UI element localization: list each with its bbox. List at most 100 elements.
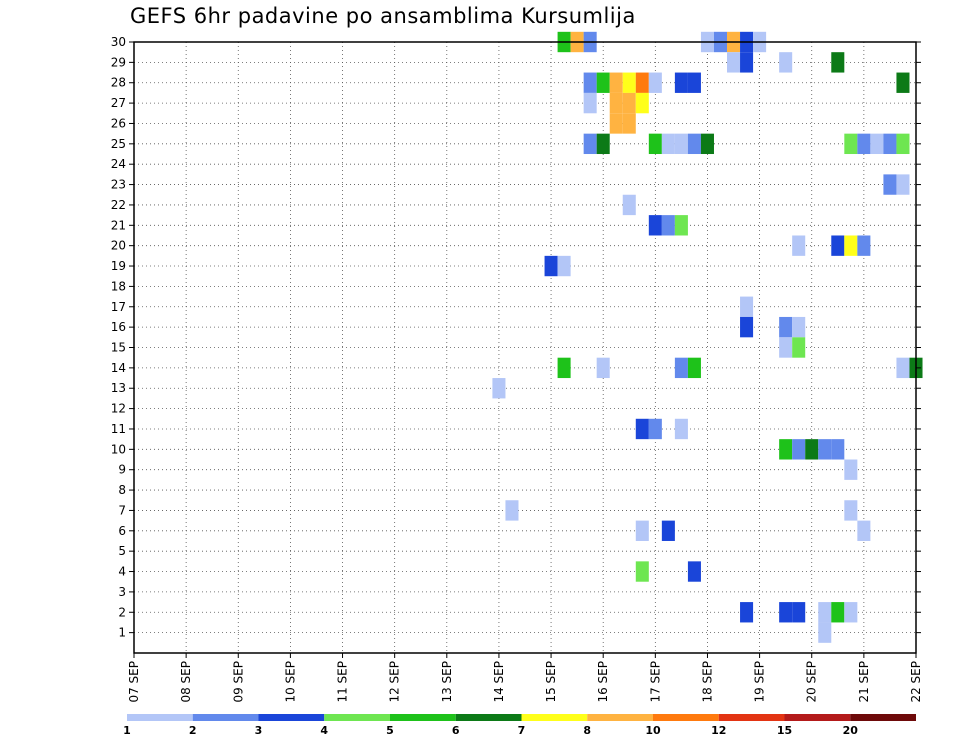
y-tick-label: 21 [111, 218, 126, 232]
heatmap-cell [661, 215, 675, 236]
heatmap-cell [648, 133, 662, 155]
heatmap-cell [583, 133, 597, 155]
heatmap-cell [896, 133, 910, 155]
heatmap-cell [779, 52, 793, 73]
y-tick-label: 15 [111, 341, 126, 355]
y-tick-label: 4 [118, 565, 126, 579]
heatmap-cell [635, 418, 649, 440]
heatmap-cell [870, 133, 884, 155]
heatmap-cell [557, 255, 571, 277]
heatmap-cell [818, 622, 832, 643]
heatmap-cell [740, 296, 754, 317]
heatmap-cell [609, 72, 623, 93]
heatmap-cell [792, 235, 806, 256]
heatmap-cell [740, 316, 754, 338]
x-tick-label: 19 SEP [753, 661, 767, 703]
heatmap-cell [779, 316, 793, 338]
heatmap-cell [831, 602, 845, 623]
heatmap-cell [687, 357, 701, 379]
heatmap-cell [674, 72, 688, 93]
heatmap-cell [674, 418, 688, 440]
heatmap-cell [648, 418, 662, 440]
x-tick-label: 18 SEP [700, 661, 714, 703]
heatmap-cell [896, 174, 910, 195]
heatmap-cell [674, 215, 688, 236]
heatmap-cell [596, 72, 610, 93]
colorbar-label: 20 [843, 724, 859, 737]
x-tick-label: 22 SEP [909, 661, 923, 703]
colorbar-swatch [258, 714, 325, 721]
colorbar-swatch [521, 714, 588, 721]
x-tick-label: 07 SEP [127, 661, 141, 703]
y-tick-label: 10 [111, 442, 126, 456]
y-tick-label: 20 [111, 239, 126, 253]
y-tick-label: 6 [118, 524, 126, 538]
heatmap-cell [844, 133, 858, 155]
colorbar-swatch [455, 714, 522, 721]
y-tick-label: 30 [111, 35, 126, 49]
x-tick-label: 17 SEP [648, 661, 662, 703]
colorbar-swatch [192, 714, 259, 721]
heatmap-cell [831, 439, 845, 460]
colorbar-label: 6 [452, 724, 460, 737]
heatmap-cell [831, 52, 845, 73]
heatmap-cell [740, 602, 754, 623]
heatmap-cell [857, 133, 871, 155]
colorbar-label: 8 [583, 724, 591, 737]
heatmap-cell [792, 602, 806, 623]
heatmap-cell [635, 92, 649, 114]
y-tick-label: 7 [118, 503, 126, 517]
heatmap-cell [583, 72, 597, 93]
heatmap-cell [687, 561, 701, 582]
heatmap-cell [857, 520, 871, 541]
heatmap-cell [674, 357, 688, 379]
y-tick-label: 3 [118, 585, 126, 599]
colorbar-label: 7 [518, 724, 526, 737]
y-tick-label: 18 [111, 279, 126, 293]
heatmap-cell [805, 439, 819, 460]
heatmap-cell [792, 337, 806, 358]
x-tick-label: 13 SEP [440, 661, 454, 703]
heatmap-cell [648, 215, 662, 236]
colorbar-swatch [850, 714, 916, 721]
heatmap-cell [648, 72, 662, 93]
colorbar-label: 2 [189, 724, 197, 737]
heatmap-cell [583, 92, 597, 114]
x-tick-label: 10 SEP [283, 661, 297, 703]
x-tick-label: 11 SEP [336, 661, 350, 703]
heatmap-cell [896, 357, 910, 379]
heatmap-cell [661, 133, 675, 155]
heatmap-cell [622, 92, 636, 114]
heatmap-cell [792, 316, 806, 338]
x-tick-label: 20 SEP [805, 661, 819, 703]
y-tick-label: 13 [111, 381, 126, 395]
colorbar-label: 5 [386, 724, 394, 737]
x-tick-label: 14 SEP [492, 661, 506, 703]
y-tick-label: 29 [111, 55, 126, 69]
y-tick-label: 26 [111, 116, 126, 130]
heatmap-cell [492, 378, 506, 399]
x-tick-label: 12 SEP [388, 661, 402, 703]
chart-title: GEFS 6hr padavine po ansamblima Kursumli… [130, 4, 636, 28]
colorbar-swatch [587, 714, 653, 721]
heatmap-cell [609, 113, 623, 134]
heatmap-cell [831, 235, 845, 256]
colorbar-label: 4 [320, 724, 328, 737]
heatmap-cell [687, 133, 701, 155]
heatmap-cell [883, 174, 897, 195]
y-tick-label: 8 [118, 483, 126, 497]
heatmap-cell [779, 337, 793, 358]
x-tick-label: 08 SEP [179, 661, 193, 703]
heatmap-cell [674, 133, 688, 155]
heatmap-cell [596, 133, 610, 155]
x-tick-label: 09 SEP [231, 661, 245, 703]
heatmap-cell [844, 459, 858, 480]
heatmap-cell [609, 92, 623, 114]
y-tick-label: 14 [111, 361, 126, 375]
heatmap-cell [622, 194, 636, 216]
colorbar-swatch [127, 714, 193, 721]
heatmap-cell [687, 72, 701, 93]
heatmap-cell [635, 72, 649, 93]
y-tick-label: 2 [118, 605, 126, 619]
x-tick-label: 15 SEP [544, 661, 558, 703]
